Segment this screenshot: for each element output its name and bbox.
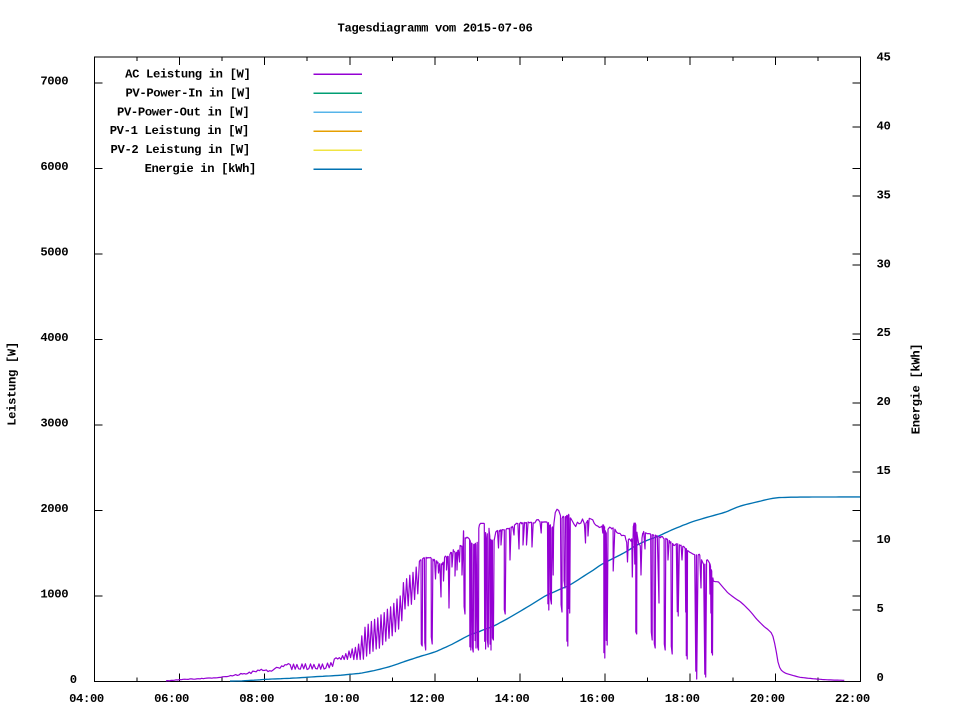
svg-text:5000: 5000 [40, 246, 68, 260]
svg-text:6000: 6000 [40, 160, 68, 174]
svg-text:0: 0 [70, 673, 77, 687]
svg-text:4000: 4000 [40, 331, 68, 345]
svg-text:20: 20 [877, 395, 891, 409]
svg-text:20:00: 20:00 [750, 692, 785, 706]
svg-text:2000: 2000 [40, 502, 68, 516]
svg-text:16:00: 16:00 [580, 692, 615, 706]
svg-text:AC Leistung in [W]: AC Leistung in [W] [125, 67, 250, 81]
svg-text:PV-2 Leistung in [W]: PV-2 Leistung in [W] [111, 143, 250, 157]
svg-text:Energie in [kWh]: Energie in [kWh] [145, 162, 256, 176]
svg-text:12:00: 12:00 [409, 692, 444, 706]
svg-text:Tagesdiagramm vom 2015-07-06: Tagesdiagramm vom 2015-07-06 [338, 21, 533, 35]
svg-text:3000: 3000 [40, 417, 68, 431]
svg-text:PV-Power-In in [W]: PV-Power-In in [W] [125, 86, 250, 100]
svg-text:15: 15 [877, 464, 891, 478]
svg-text:40: 40 [877, 119, 891, 133]
svg-text:PV-1 Leistung in [W]: PV-1 Leistung in [W] [110, 124, 249, 138]
svg-text:06:00: 06:00 [154, 692, 189, 706]
svg-text:1000: 1000 [40, 588, 68, 602]
svg-text:30: 30 [877, 257, 891, 271]
svg-text:18:00: 18:00 [665, 692, 700, 706]
svg-text:5: 5 [877, 602, 884, 616]
svg-text:08:00: 08:00 [239, 692, 274, 706]
svg-text:14:00: 14:00 [495, 692, 530, 706]
svg-text:22:00: 22:00 [835, 692, 870, 706]
svg-text:Energie [kWh]: Energie [kWh] [910, 344, 924, 435]
svg-text:45: 45 [877, 51, 891, 65]
svg-text:25: 25 [877, 326, 891, 340]
svg-text:10: 10 [877, 533, 891, 547]
svg-text:Leistung [W]: Leistung [W] [6, 342, 20, 426]
svg-text:10:00: 10:00 [324, 692, 359, 706]
svg-text:PV-Power-Out in [W]: PV-Power-Out in [W] [117, 105, 249, 119]
svg-text:0: 0 [877, 671, 884, 685]
svg-text:04:00: 04:00 [69, 692, 104, 706]
svg-text:35: 35 [877, 188, 891, 202]
svg-text:7000: 7000 [40, 75, 68, 89]
